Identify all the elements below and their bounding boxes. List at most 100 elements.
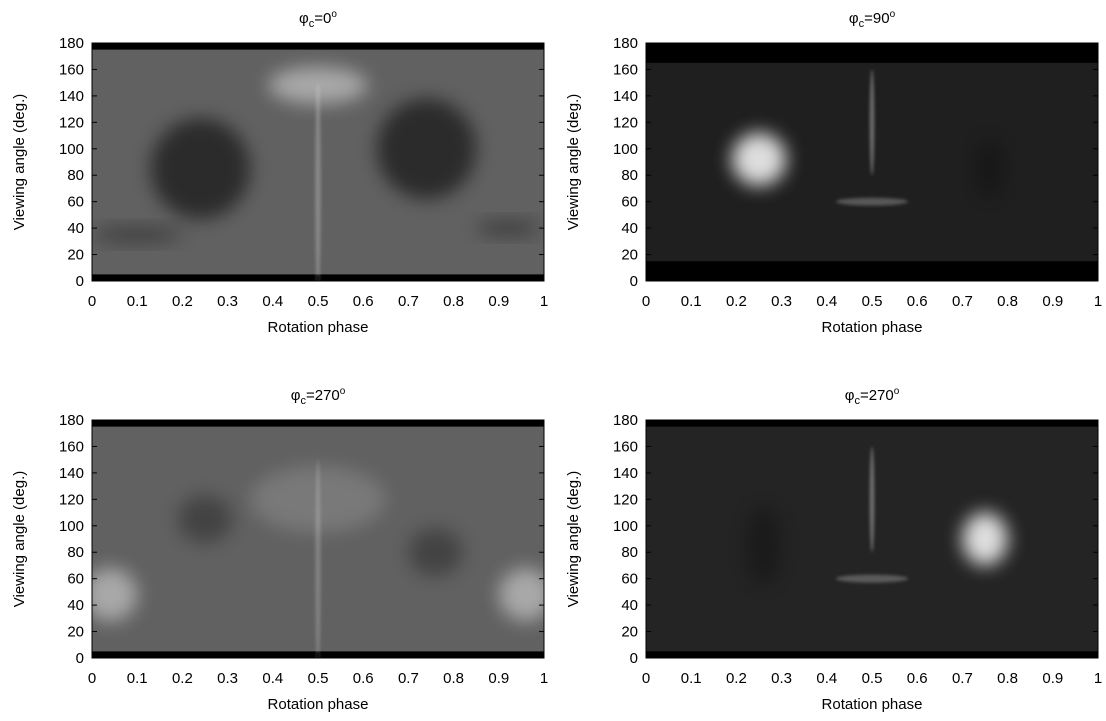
x-tick-label: 0.4 xyxy=(816,293,837,310)
y-tick-label: 160 xyxy=(59,438,84,455)
y-tick-label: 120 xyxy=(613,491,638,508)
x-axis-label: Rotation phase xyxy=(268,319,369,336)
y-tick-label: 140 xyxy=(59,88,84,105)
x-tick-label: 0.3 xyxy=(217,293,238,310)
x-tick-label: 0.6 xyxy=(353,293,374,310)
y-axis-label: Viewing angle (deg.) xyxy=(11,471,28,607)
panel-title: φc=270o xyxy=(845,386,900,407)
x-tick-label: 0.6 xyxy=(353,670,374,687)
x-tick-label: 0 xyxy=(88,670,96,687)
y-tick-label: 40 xyxy=(67,220,84,237)
x-tick-label: 0.9 xyxy=(488,670,509,687)
heatmap-bright-blob xyxy=(92,568,138,621)
x-tick-label: 0.9 xyxy=(488,293,509,310)
x-tick-label: 0.7 xyxy=(952,670,973,687)
x-tick-label: 1 xyxy=(540,293,548,310)
heatmap-bright-line xyxy=(835,574,909,583)
panel-3: 0 0.1 0.2 0.3 0.4 0.5 0.6 0.7 0.8 0.9 1 0 20 40 60 80 10… xyxy=(11,386,548,713)
x-tick-label: 0 xyxy=(88,293,96,310)
x-tick-label: 0.3 xyxy=(217,670,238,687)
heatmap-bright-blob xyxy=(731,132,787,186)
heatmap-dark-band xyxy=(975,139,1004,198)
y-tick-label: 100 xyxy=(59,141,84,158)
y-tick-label: 80 xyxy=(67,544,84,561)
heatmap-bright-line xyxy=(869,69,875,176)
y-tick-label: 60 xyxy=(621,571,638,588)
heatmap xyxy=(92,420,544,658)
x-tick-label: 0.7 xyxy=(398,670,419,687)
heatmap-dark-blob xyxy=(376,98,477,200)
y-tick-label: 120 xyxy=(59,114,84,131)
heatmap-dark-blob xyxy=(177,495,233,543)
x-tick-label: 0.4 xyxy=(816,670,837,687)
y-tick-label: 20 xyxy=(67,624,84,641)
y-tick-label: 0 xyxy=(630,650,638,667)
y-tick-label: 80 xyxy=(67,167,84,184)
x-tick-label: 0.2 xyxy=(172,670,193,687)
y-tick-label: 180 xyxy=(59,412,84,429)
y-tick-label: 60 xyxy=(67,194,84,211)
x-tick-label: 0.9 xyxy=(1042,670,1063,687)
x-tick-label: 0.1 xyxy=(127,670,148,687)
heatmap-dark-band xyxy=(92,226,183,243)
heatmap-dark-blob xyxy=(150,118,251,219)
y-tick-label: 40 xyxy=(67,597,84,614)
heatmap xyxy=(646,420,1098,658)
y-tick-label: 140 xyxy=(613,465,638,482)
y-tick-label: 100 xyxy=(613,141,638,158)
y-tick-label: 40 xyxy=(621,597,638,614)
y-tick-label: 160 xyxy=(613,438,638,455)
y-tick-label: 20 xyxy=(67,247,84,264)
heatmap-bright-line xyxy=(315,82,321,281)
panel-title: φc=270o xyxy=(291,386,346,407)
panel-title: φc=90o xyxy=(849,9,896,30)
heatmap-dark-blob xyxy=(408,528,463,577)
y-tick-label: 0 xyxy=(76,650,84,667)
x-tick-label: 1 xyxy=(1094,293,1102,310)
x-tick-label: 1 xyxy=(540,670,548,687)
x-tick-label: 1 xyxy=(1094,670,1102,687)
x-tick-label: 0 xyxy=(642,670,650,687)
x-axis-label: Rotation phase xyxy=(822,319,923,336)
y-tick-label: 100 xyxy=(59,518,84,535)
x-tick-label: 0.1 xyxy=(681,293,702,310)
y-tick-label: 180 xyxy=(613,412,638,429)
x-tick-label: 0.7 xyxy=(398,293,419,310)
y-tick-label: 140 xyxy=(59,465,84,482)
heatmap xyxy=(646,43,1098,281)
y-tick-label: 180 xyxy=(59,35,84,52)
y-tick-label: 80 xyxy=(621,544,638,561)
panel-4: 0 0.1 0.2 0.3 0.4 0.5 0.6 0.7 0.8 0.9 1 0 20 40 60 80 10… xyxy=(565,386,1102,713)
x-tick-label: 0.6 xyxy=(907,670,928,687)
panel-title: φc=0o xyxy=(299,9,337,30)
x-tick-label: 0.2 xyxy=(726,670,747,687)
y-tick-label: 20 xyxy=(621,624,638,641)
y-tick-label: 120 xyxy=(59,491,84,508)
x-tick-label: 0.5 xyxy=(308,293,329,310)
x-tick-label: 0.9 xyxy=(1042,293,1063,310)
x-tick-label: 0.2 xyxy=(172,293,193,310)
x-tick-label: 0.1 xyxy=(127,293,148,310)
y-axis-label: Viewing angle (deg.) xyxy=(565,94,582,230)
x-tick-label: 0.7 xyxy=(952,293,973,310)
x-tick-label: 0.8 xyxy=(443,293,464,310)
panel-1: 0 0.1 0.2 0.3 0.4 0.5 0.6 0.7 0.8 0.9 1 0 20 40 60 80 10… xyxy=(11,9,548,336)
y-tick-label: 40 xyxy=(621,220,638,237)
x-axis-label: Rotation phase xyxy=(268,696,369,713)
y-axis-label: Viewing angle (deg.) xyxy=(565,471,582,607)
heatmap-bright-line xyxy=(315,459,321,658)
x-tick-label: 0.6 xyxy=(907,293,928,310)
y-tick-label: 100 xyxy=(613,518,638,535)
y-tick-label: 160 xyxy=(613,61,638,78)
heatmap-bright-blob xyxy=(962,512,1008,566)
x-tick-label: 0.8 xyxy=(443,670,464,687)
y-tick-label: 140 xyxy=(613,88,638,105)
x-tick-label: 0.5 xyxy=(862,293,883,310)
x-tick-label: 0.8 xyxy=(997,670,1018,687)
panel-2: 0 0.1 0.2 0.3 0.4 0.5 0.6 0.7 0.8 0.9 1 0 20 40 60 80 10… xyxy=(565,9,1102,336)
y-tick-label: 160 xyxy=(59,61,84,78)
y-tick-label: 80 xyxy=(621,167,638,184)
y-tick-label: 0 xyxy=(76,273,84,290)
x-tick-label: 0.4 xyxy=(262,293,283,310)
y-axis-label: Viewing angle (deg.) xyxy=(11,94,28,230)
